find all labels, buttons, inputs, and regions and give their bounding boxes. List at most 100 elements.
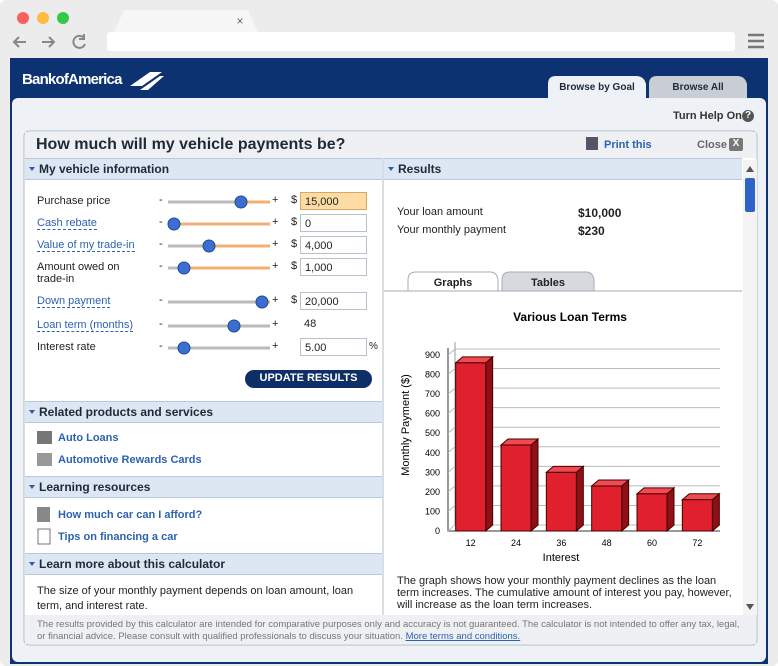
slider-minus: - [159,216,163,228]
tab-label[interactable]: Browse All [672,82,724,93]
section-header[interactable]: Learn more about this calculator [25,553,382,575]
currency: $ [291,194,298,206]
reload[interactable] [72,34,86,49]
slider-thumb[interactable] [234,195,248,209]
browser-tab[interactable] [114,10,258,32]
x-tick-label: 36 [556,538,566,548]
slider-thumb[interactable] [177,341,191,355]
input[interactable]: 20,000 [300,292,367,310]
field-label: Amount owed on trade-in [37,261,120,285]
slider-plus: + [272,340,279,352]
bar-top [680,493,721,501]
tab-label[interactable]: Graphs [433,277,473,289]
scroll-thumb[interactable] [745,178,755,212]
bar [636,493,668,532]
section-header[interactable]: Related products and services [25,401,382,423]
y-tick-label: 800 [425,370,440,380]
tab-tables[interactable] [501,271,595,292]
y-tick-label: 300 [425,467,440,477]
link[interactable]: Auto Loans [58,432,119,444]
currency: $ [291,260,298,272]
tab-all[interactable] [649,76,747,98]
print-link[interactable]: Print this [604,139,652,151]
slider-minus: - [159,294,163,306]
input[interactable]: 0 [300,214,367,232]
logo[interactable]: BankofAmerica [22,71,122,88]
x-tick-label: 24 [511,538,521,548]
footer-bg [25,615,756,644]
bar [545,471,577,532]
nav-arrows[interactable] [12,36,56,48]
print-text[interactable]: Print this [604,139,652,151]
y-tick-label: 600 [425,409,440,419]
link[interactable]: How much car can I afford? [58,509,203,521]
help-link[interactable]: Turn Help On [673,110,742,122]
grid-line [447,407,720,415]
bar-side [621,478,630,533]
address-bar[interactable] [107,32,735,51]
panel-header [25,132,756,158]
x-tick-label: 12 [466,538,476,548]
bar [455,362,487,532]
close-icon-bg[interactable] [729,138,743,151]
close-dot[interactable] [17,12,29,24]
tab-label[interactable]: Tables [530,277,566,289]
section-header[interactable]: Learning resources [25,476,382,498]
slider-thumb[interactable] [177,261,191,275]
slider-thumb[interactable] [255,295,269,309]
input[interactable]: 5.00 [300,338,367,356]
tab-graphs[interactable] [407,271,499,292]
field-link[interactable]: Loan term (months) [37,319,133,332]
link[interactable]: Automotive Rewards Cards [58,454,202,466]
y-tick-label: 500 [425,428,440,438]
currency: $ [291,238,298,250]
section-header[interactable]: My vehicle information [25,158,382,180]
field-label: Interest rate [37,341,96,353]
bar-side [530,437,539,533]
currency: $ [291,294,298,306]
tab-close[interactable]: × [236,14,243,28]
input[interactable]: 1,000 [300,258,367,276]
bar-top [454,356,495,364]
y-tick-label: 700 [425,389,440,399]
input[interactable]: 15,000 [300,192,367,210]
section-header[interactable]: Results [384,158,742,180]
suffix: % [369,341,378,352]
update-label[interactable]: UPDATE RESULTS [259,372,358,384]
result-label: Your monthly payment [397,224,507,236]
grid-line [447,504,720,512]
field-link[interactable]: Cash rebate [37,217,97,230]
close-icon[interactable]: X [732,138,740,149]
update-button[interactable] [245,370,372,388]
result-value: $10,000 [578,206,622,220]
icon [37,528,51,545]
y-tick-label: 900 [425,350,440,360]
panel-title: How much will my vehicle payments be? [36,136,346,153]
menu[interactable] [748,33,764,49]
help-icon-bg[interactable] [742,110,754,122]
field-link[interactable]: Value of my trade-in [37,239,135,252]
slider-plus: + [272,194,279,206]
field-link[interactable]: Down payment [37,295,111,308]
input[interactable]: 4,000 [300,236,367,254]
help-icon[interactable]: ? [744,110,752,121]
slider-thumb[interactable] [167,217,181,231]
scrollbar[interactable] [743,160,757,615]
chart-description: The graph shows how your monthly payment… [397,575,732,611]
close-link[interactable]: Close [697,139,727,151]
slider-thumb[interactable] [202,239,216,253]
y-tick-label: 200 [425,487,440,497]
footer-link[interactable]: More terms and conditions. [405,631,521,642]
min-dot[interactable] [37,12,49,24]
link[interactable]: Tips on financing a car [58,531,178,543]
print-icon[interactable] [586,137,598,150]
slider-thumb[interactable] [227,319,241,333]
slider-minus: - [159,340,163,352]
grid-line [447,485,720,493]
tab-label[interactable]: Browse by Goal [559,82,635,93]
tab-goal[interactable] [548,76,646,98]
bar-top [499,438,540,446]
bar-top [544,465,585,473]
max-dot[interactable] [57,12,69,24]
slider-plus: + [272,318,279,330]
